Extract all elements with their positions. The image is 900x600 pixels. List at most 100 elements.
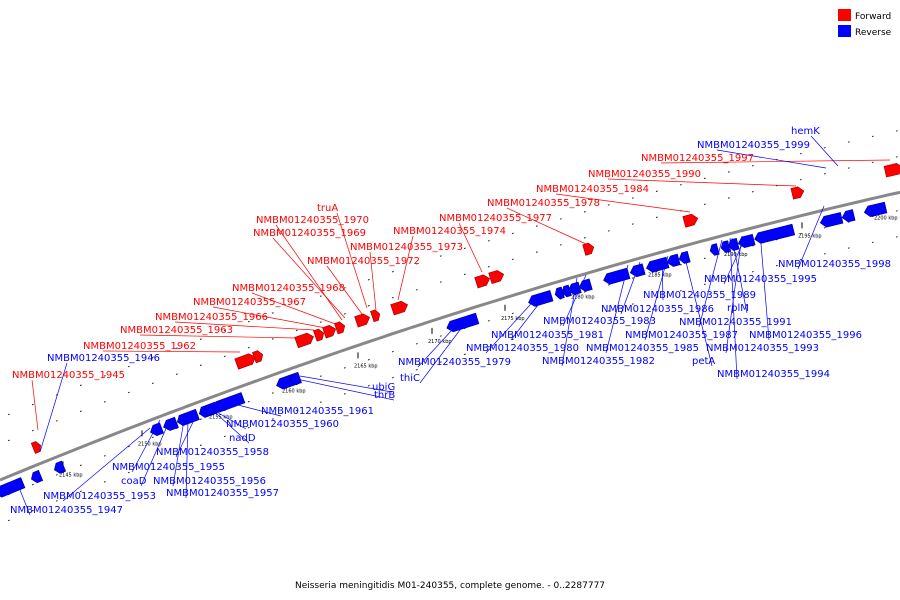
track-dot (463, 353, 466, 356)
track-dot (391, 270, 394, 273)
track-dot (583, 211, 586, 213)
reverse-gene-arrow (554, 286, 565, 300)
leader-line (175, 415, 197, 458)
leader-line (561, 277, 578, 367)
leader-line (102, 350, 241, 353)
leader-line (683, 253, 713, 367)
leader-line (607, 178, 797, 187)
track-dot (511, 258, 514, 261)
leader-line (485, 293, 541, 354)
reverse-gene-arrow (666, 253, 681, 267)
forward-gene-arrow (883, 163, 900, 178)
track-dot (343, 287, 346, 289)
track-dot (511, 232, 514, 235)
track-dot (727, 171, 730, 173)
leader-line (212, 306, 327, 329)
reverse-gene-arrow (819, 212, 844, 228)
forward-gene-label: NMBM01240355_1972 (307, 256, 420, 267)
track-dot (367, 384, 370, 387)
forward-gene-label: NMBM01240355_1990 (588, 169, 701, 180)
leader-line (291, 377, 395, 401)
leader-line (698, 239, 723, 328)
reverse-gene-label: petA (692, 356, 715, 367)
leader-line (299, 375, 393, 393)
reverse-gene-label: NMBM01240355_1998 (778, 259, 891, 270)
track-dot (343, 393, 346, 395)
leader-line (131, 419, 161, 473)
leader-line (620, 261, 641, 315)
track-dot (151, 382, 154, 385)
scale-tick-label: 2175 kbp (501, 316, 525, 322)
track-dot (655, 216, 658, 219)
gene-shape (182, 408, 200, 424)
reverse-gene-label: NMBM01240355_1946 (47, 353, 160, 364)
leader-line (723, 235, 747, 285)
track-dot (103, 455, 106, 457)
track-dot (343, 367, 346, 369)
leader-line (510, 291, 549, 341)
gene-shape (561, 284, 572, 298)
leader-line (326, 265, 363, 315)
gene-shape (446, 312, 480, 333)
track-dot (7, 413, 10, 416)
track-dot (295, 409, 298, 412)
track-dot (151, 356, 154, 359)
reverse-gene-label: coaD (121, 476, 147, 487)
forward-gene-arrow (488, 270, 505, 284)
forward-gene-label: NMBM01240355_1984 (536, 184, 649, 195)
track-dot (175, 347, 178, 349)
track-dot (703, 203, 706, 206)
gene-shape (30, 441, 42, 454)
gene-shape (322, 325, 337, 339)
leader-line (209, 407, 250, 444)
track-dot (271, 312, 274, 314)
track-dot (223, 435, 226, 438)
track-dot (319, 401, 322, 403)
legend-reverse-label: Reverse (855, 28, 892, 38)
reverse-gene-label: hemK (791, 126, 820, 137)
gene-shape (289, 371, 302, 385)
reverse-gene-arrow (709, 243, 720, 256)
forward-gene-arrow (334, 321, 346, 335)
gene-shape (863, 201, 888, 218)
track-dot (223, 329, 226, 332)
leader-line (272, 237, 346, 319)
track-dot (871, 135, 874, 138)
track-dot (823, 172, 826, 175)
forward-gene-arrow (790, 186, 805, 200)
track-dot (847, 247, 850, 249)
reverse-gene-arrow (182, 408, 200, 424)
track-dot (727, 197, 730, 199)
track-dot (247, 426, 250, 429)
track-dot (415, 262, 418, 265)
track-dot (391, 376, 394, 379)
gene-shape (54, 460, 67, 474)
gene-shape (554, 286, 565, 300)
gene-labels: NMBM01240355_1945NMBM01240355_1962NMBM01… (10, 126, 891, 516)
reverse-gene-label: NMBM01240355_1996 (749, 330, 862, 341)
scale-tick-label: 2185 kbp (648, 273, 672, 279)
forward-gene-label: NMBM01240355_1978 (487, 198, 600, 209)
track-dot (199, 364, 202, 366)
forward-gene-arrow (354, 313, 371, 328)
scale-tick-label: 2180 kbp (571, 295, 595, 301)
gene-shape (234, 353, 256, 370)
track-dot (751, 190, 754, 193)
track-dot (31, 429, 34, 432)
backbone-line (0, 190, 900, 482)
gene-shape (150, 422, 164, 436)
gene-shape (754, 223, 796, 244)
track-dot (631, 223, 634, 225)
track-dot (871, 161, 874, 164)
reverse-gene-label: NMBM01240355_1956 (153, 476, 266, 487)
reverse-gene-arrow (150, 422, 164, 436)
leader-line (139, 334, 297, 339)
leader-line (209, 407, 247, 430)
label-leader-lines (19, 135, 891, 516)
gene-shape (334, 321, 346, 335)
forward-gene-label: NMBM01240355_1997 (641, 153, 754, 164)
gene-shape (841, 209, 856, 223)
leader-line (555, 193, 691, 213)
track-dot (463, 247, 466, 250)
